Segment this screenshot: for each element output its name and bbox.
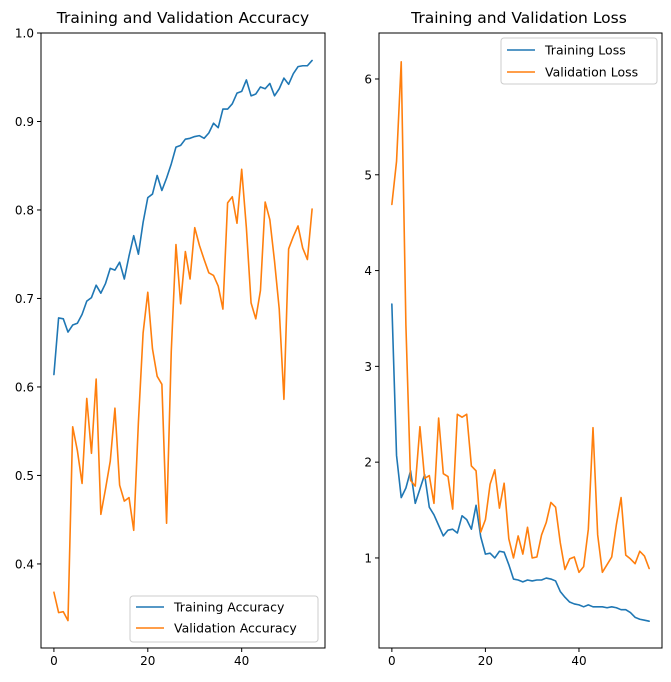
- loss-y-tick-label: 6: [364, 72, 372, 86]
- accuracy-y-tick-label: 0.8: [15, 203, 34, 217]
- accuracy-x-axis-ticks: 0 20 40: [50, 648, 249, 668]
- loss-chart: Training and Validation Loss 0 20 40 1 2 3 4 5…: [364, 9, 663, 668]
- loss-y-tick-label: 5: [364, 168, 372, 182]
- accuracy-series-validation-line: [53, 168, 313, 622]
- loss-series-group: [391, 60, 650, 622]
- accuracy-series-group: [53, 59, 313, 622]
- loss-y-tick-label: 2: [364, 456, 372, 470]
- accuracy-legend-label-training: Training Accuracy: [173, 600, 285, 615]
- accuracy-x-tick-label: 20: [140, 654, 155, 668]
- loss-legend-label-training: Training Loss: [544, 43, 626, 58]
- loss-series-validation-line: [391, 60, 650, 574]
- accuracy-y-axis-ticks: 0.4 0.5 0.6 0.7 0.8 0.9 1.0: [15, 27, 41, 571]
- accuracy-x-tick-label: 40: [234, 654, 249, 668]
- accuracy-y-tick-label: 1.0: [15, 27, 34, 41]
- loss-chart-title: Training and Validation Loss: [410, 9, 627, 27]
- loss-legend-box: [500, 37, 658, 85]
- accuracy-series-training-line: [53, 59, 313, 376]
- loss-series-training-line: [391, 303, 650, 622]
- accuracy-chart-title: Training and Validation Accuracy: [56, 9, 309, 27]
- loss-legend: Training Loss Validation Loss: [500, 37, 658, 85]
- loss-x-tick-label: 0: [388, 654, 396, 668]
- loss-y-tick-label: 1: [364, 551, 372, 565]
- accuracy-y-tick-label: 0.5: [15, 469, 34, 483]
- accuracy-y-tick-label: 0.7: [15, 292, 34, 306]
- accuracy-legend-label-validation: Validation Accuracy: [174, 621, 297, 636]
- accuracy-legend-box: [129, 595, 319, 643]
- accuracy-chart: Training and Validation Accuracy 0 20 40 0…: [15, 9, 326, 668]
- accuracy-y-tick-label: 0.6: [15, 380, 34, 394]
- loss-y-tick-label: 4: [364, 264, 372, 278]
- loss-y-tick-label: 3: [364, 360, 372, 374]
- loss-x-tick-label: 40: [571, 654, 586, 668]
- loss-x-axis-ticks: 0 20 40: [388, 648, 587, 668]
- accuracy-y-tick-label: 0.9: [15, 115, 34, 129]
- accuracy-legend: Training Accuracy Validation Accuracy: [129, 595, 319, 643]
- accuracy-plot-frame: [40, 32, 326, 649]
- accuracy-x-tick-label: 0: [50, 654, 58, 668]
- loss-legend-label-validation: Validation Loss: [545, 65, 638, 80]
- loss-plot-frame: [378, 32, 663, 649]
- accuracy-y-tick-label: 0.4: [15, 557, 34, 571]
- loss-x-tick-label: 20: [478, 654, 493, 668]
- loss-y-axis-ticks: 1 2 3 4 5 6: [364, 72, 379, 565]
